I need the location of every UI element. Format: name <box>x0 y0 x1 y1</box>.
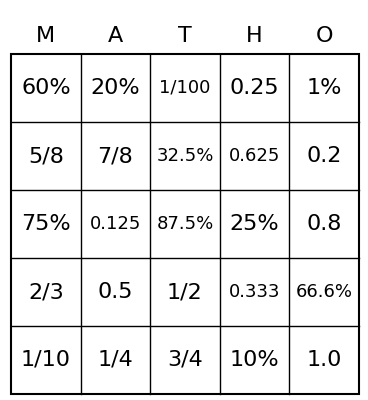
Text: 0.2: 0.2 <box>306 146 342 166</box>
Text: 32.5%: 32.5% <box>156 147 213 165</box>
Text: 0.625: 0.625 <box>229 147 280 165</box>
Text: 0.8: 0.8 <box>306 214 342 234</box>
Text: 75%: 75% <box>21 214 71 234</box>
Text: 5/8: 5/8 <box>28 146 64 166</box>
Text: 0.125: 0.125 <box>90 215 141 233</box>
Text: 1%: 1% <box>306 78 342 98</box>
Text: 2/3: 2/3 <box>28 282 64 302</box>
Text: 1/4: 1/4 <box>98 350 133 370</box>
Text: 1/2: 1/2 <box>167 282 203 302</box>
Text: 0.333: 0.333 <box>229 283 280 301</box>
Text: 0.25: 0.25 <box>230 78 279 98</box>
Text: 25%: 25% <box>230 214 279 234</box>
Text: 3/4: 3/4 <box>167 350 203 370</box>
Text: M: M <box>36 26 55 46</box>
Text: 1.0: 1.0 <box>306 350 342 370</box>
Text: 7/8: 7/8 <box>98 146 133 166</box>
Text: 0.5: 0.5 <box>98 282 133 302</box>
Text: H: H <box>246 26 263 46</box>
Text: 87.5%: 87.5% <box>156 215 213 233</box>
Text: T: T <box>178 26 192 46</box>
Text: 10%: 10% <box>230 350 279 370</box>
Text: 1/10: 1/10 <box>21 350 71 370</box>
Text: 1/100: 1/100 <box>159 79 210 97</box>
Text: 20%: 20% <box>91 78 140 98</box>
Text: A: A <box>108 26 123 46</box>
Bar <box>11 54 359 394</box>
Text: 60%: 60% <box>21 78 71 98</box>
Text: 66.6%: 66.6% <box>296 283 353 301</box>
Text: O: O <box>315 26 333 46</box>
